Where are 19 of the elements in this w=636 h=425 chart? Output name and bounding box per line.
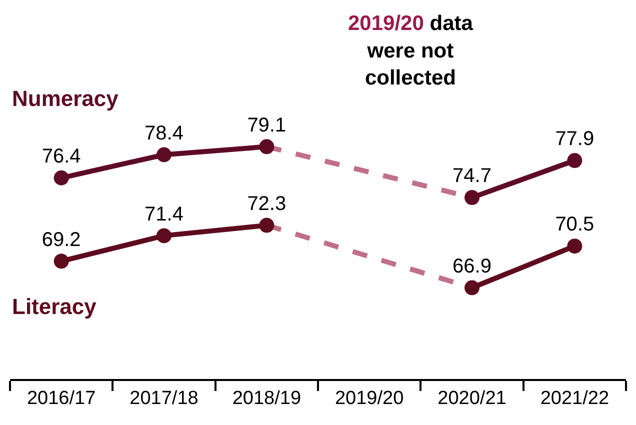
x-tick-label: 2017/18 <box>130 388 198 409</box>
data-label: 72.3 <box>247 192 286 215</box>
x-tick-label: 2019/20 <box>334 388 404 409</box>
series-label: Literacy <box>12 294 98 319</box>
data-label: 71.4 <box>144 203 184 226</box>
data-label: 78.4 <box>144 122 184 144</box>
x-tick-label: 2020/21 <box>438 388 506 409</box>
text: Numeracy <box>12 86 120 111</box>
data-label: 76.4 <box>42 146 81 168</box>
data-label: 69.2 <box>42 228 81 251</box>
x-tick-label: 2018/19 <box>232 388 302 409</box>
text: 2019/20 data were not collected <box>348 12 474 90</box>
data-label: 79.1 <box>247 114 286 136</box>
x-tick-label: 2021/22 <box>540 388 610 409</box>
data-label: 77.9 <box>555 128 594 150</box>
data-label: 74.7 <box>452 165 492 188</box>
x-tick-label: 2016/17 <box>26 388 96 409</box>
data-label: 66.9 <box>452 255 492 278</box>
data-label: 70.5 <box>555 214 594 236</box>
